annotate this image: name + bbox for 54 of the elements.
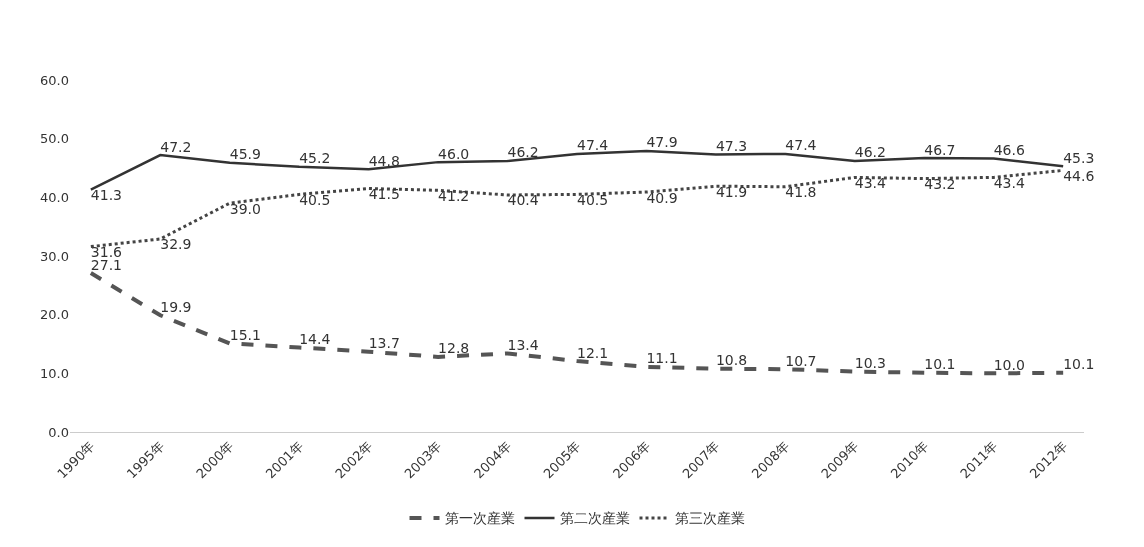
data-label: 12.8 <box>438 340 470 357</box>
data-label: 10.1 <box>1063 356 1095 373</box>
y-tick-label: 20.0 <box>40 307 69 323</box>
data-label: 46.2 <box>854 144 886 161</box>
data-label: 39.0 <box>229 200 261 217</box>
data-label: 44.8 <box>368 152 400 169</box>
data-label: 41.5 <box>368 186 400 203</box>
y-tick-label: 30.0 <box>40 248 69 264</box>
data-label: 15.1 <box>229 326 261 343</box>
y-tick-label: 50.0 <box>40 131 69 147</box>
data-label: 10.3 <box>854 355 886 372</box>
data-label: 40.9 <box>646 189 678 206</box>
data-label: 10.8 <box>715 352 748 369</box>
legend-label: 第一次産業 <box>444 510 515 527</box>
legend-label: 第二次産業 <box>559 510 630 527</box>
data-label: 46.2 <box>507 144 539 161</box>
data-label: 47.4 <box>577 137 609 154</box>
data-label: 10.1 <box>924 356 956 373</box>
data-label: 43.2 <box>924 176 956 193</box>
data-label: 43.4 <box>993 174 1025 191</box>
data-label: 41.9 <box>715 183 748 200</box>
data-label: 47.3 <box>715 138 748 155</box>
data-label: 43.4 <box>854 174 887 191</box>
data-label: 40.5 <box>299 191 331 208</box>
data-label: 13.4 <box>507 336 539 353</box>
y-tick-label: 10.0 <box>40 365 69 381</box>
data-label: 45.9 <box>229 146 261 163</box>
data-label: 10.0 <box>993 356 1025 373</box>
data-label: 13.7 <box>368 335 400 352</box>
data-label: 41.3 <box>90 187 123 204</box>
data-label: 40.5 <box>577 191 609 208</box>
data-label: 44.6 <box>1063 167 1095 184</box>
data-label: 46.6 <box>993 142 1025 159</box>
data-label: 40.4 <box>507 192 539 209</box>
data-label: 14.4 <box>299 331 331 348</box>
data-label: 11.1 <box>646 350 678 367</box>
data-label: 47.2 <box>160 138 192 155</box>
data-label: 46.7 <box>924 141 956 158</box>
y-tick-label: 40.0 <box>40 189 69 205</box>
data-label: 12.1 <box>577 344 609 361</box>
data-label: 47.9 <box>646 134 678 151</box>
data-label: 10.7 <box>785 352 817 369</box>
data-label: 32.9 <box>160 236 192 253</box>
legend-label: 第三次産業 <box>674 510 745 527</box>
data-label: 41.2 <box>438 187 470 204</box>
y-tick-label: 0.0 <box>48 424 69 440</box>
data-label: 47.4 <box>785 137 817 154</box>
y-tick-label: 60.0 <box>40 72 69 88</box>
line-series <box>88 271 1066 376</box>
data-label: 19.9 <box>160 298 192 315</box>
data-label: 41.8 <box>785 184 817 201</box>
data-label: 45.3 <box>1063 149 1095 166</box>
data-label: 45.2 <box>299 150 331 167</box>
data-label: 46.0 <box>438 145 470 162</box>
